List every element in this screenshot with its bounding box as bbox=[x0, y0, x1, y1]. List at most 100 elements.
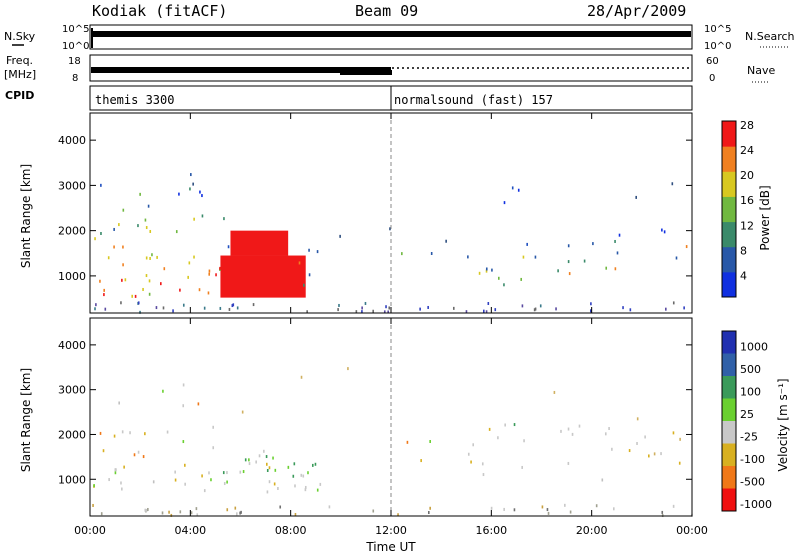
velocity-echo-mark bbox=[120, 481, 122, 485]
velocity-echo-mark bbox=[672, 504, 675, 508]
power-clutter-mark bbox=[483, 309, 485, 313]
velocity-echo-mark bbox=[611, 447, 613, 451]
power-clutter-mark bbox=[590, 302, 592, 306]
ytick-label: 2000 bbox=[58, 225, 86, 238]
power-echo-mark bbox=[160, 282, 162, 286]
power-echo-mark bbox=[671, 182, 674, 186]
power-clutter-mark bbox=[137, 301, 140, 305]
power-clutter-mark bbox=[683, 306, 685, 310]
power-echo-mark bbox=[148, 279, 151, 283]
power-echo-mark bbox=[187, 275, 189, 279]
velocity-echo-mark bbox=[571, 432, 574, 436]
velocity-heatmap bbox=[92, 367, 693, 518]
velocity-echo-mark bbox=[497, 436, 499, 440]
nave-tick-top: 60 bbox=[706, 56, 719, 67]
power-clutter-mark bbox=[155, 306, 158, 310]
velocity-echo-mark bbox=[170, 513, 173, 517]
velocity-echo-mark bbox=[121, 430, 124, 434]
nsky-tick-top: 10^5 bbox=[62, 24, 89, 35]
velocity-echo-mark bbox=[248, 458, 250, 462]
power-echo-mark bbox=[147, 204, 150, 208]
power-clutter-mark bbox=[555, 307, 557, 311]
velocity-echo-mark bbox=[93, 484, 95, 488]
power-echo-mark bbox=[156, 255, 158, 259]
power-clutter-mark bbox=[534, 307, 537, 311]
power-clutter-mark bbox=[104, 307, 107, 311]
power-echo-mark bbox=[635, 195, 637, 199]
power-clutter-mark bbox=[306, 310, 308, 314]
velocity-echo-mark bbox=[190, 511, 193, 515]
power-echo-mark bbox=[526, 242, 528, 246]
time-xlabel: Time UT bbox=[365, 540, 416, 554]
power-clutter-mark bbox=[355, 310, 358, 314]
velocity-echo-mark bbox=[114, 471, 117, 475]
power-echo-mark bbox=[389, 227, 391, 231]
power-colorbar-tick: 20 bbox=[740, 169, 754, 182]
velocity-echo-mark bbox=[197, 402, 200, 406]
power-echo-mark bbox=[616, 251, 619, 255]
velocity-echo-mark bbox=[100, 512, 103, 516]
ytick-label: 4000 bbox=[58, 339, 86, 352]
velocity-echo-mark bbox=[608, 427, 610, 431]
power-clutter-mark bbox=[361, 310, 363, 314]
velocity-echo-mark bbox=[212, 425, 214, 429]
colorbar-frame bbox=[721, 120, 737, 298]
power-echo-mark bbox=[142, 287, 144, 291]
power-echo-mark bbox=[149, 229, 152, 233]
ytick-label: 1000 bbox=[58, 473, 86, 486]
colorbar-swatch bbox=[722, 246, 736, 273]
power-ylabel: Slant Range [km] bbox=[19, 164, 33, 268]
velocity-echo-mark bbox=[179, 510, 182, 514]
power-echo-mark bbox=[316, 250, 319, 254]
power-echo-mark bbox=[163, 267, 166, 271]
power-heatmap bbox=[94, 173, 688, 314]
xtick-label: 16:00 bbox=[475, 524, 507, 537]
power-clutter-mark bbox=[172, 309, 174, 313]
power-echo-mark bbox=[124, 278, 127, 282]
velocity-echo-mark bbox=[319, 482, 322, 486]
power-echo-mark bbox=[557, 269, 559, 273]
velocity-echo-mark bbox=[182, 404, 185, 408]
power-echo-mark bbox=[522, 255, 525, 259]
velocity-colorbar-tick: -25 bbox=[740, 431, 758, 444]
velocity-echo-mark bbox=[521, 465, 523, 469]
velocity-colorbar-tick: -100 bbox=[740, 453, 765, 466]
velocity-echo-mark bbox=[628, 449, 631, 453]
freq-trace-dip bbox=[340, 70, 392, 75]
power-clutter-mark bbox=[485, 310, 488, 314]
power-clutter-mark bbox=[228, 307, 231, 311]
velocity-echo-mark bbox=[560, 429, 562, 433]
velocity-echo-mark bbox=[162, 389, 164, 393]
power-echo-mark bbox=[121, 278, 123, 282]
velocity-echo-mark bbox=[294, 512, 297, 516]
power-echo-mark bbox=[215, 273, 217, 277]
power-clutter-mark bbox=[361, 306, 363, 310]
ytick-label: 3000 bbox=[58, 384, 86, 397]
power-clutter-mark bbox=[232, 303, 235, 307]
velocity-echo-mark bbox=[547, 511, 550, 515]
velocity-echo-mark bbox=[102, 449, 105, 453]
power-echo-mark bbox=[178, 192, 180, 196]
power-echo-mark bbox=[188, 261, 191, 265]
power-echo-mark bbox=[103, 288, 105, 292]
velocity-echo-mark bbox=[168, 510, 170, 514]
velocity-echo-mark bbox=[300, 375, 303, 379]
power-clutter-mark bbox=[521, 304, 524, 308]
power-clutter-mark bbox=[338, 303, 340, 307]
velocity-echo-mark bbox=[406, 440, 409, 444]
nave-tick-bottom: 0 bbox=[709, 73, 715, 84]
velocity-echo-mark bbox=[196, 513, 199, 517]
velocity-echo-mark bbox=[314, 462, 317, 466]
velocity-echo-mark bbox=[644, 435, 646, 439]
colorbar-swatch bbox=[722, 271, 736, 298]
power-clutter-mark bbox=[95, 303, 97, 307]
colorbar-swatch bbox=[722, 121, 736, 147]
power-echo-mark bbox=[145, 226, 148, 230]
velocity-echo-mark bbox=[210, 478, 212, 482]
xtick-label: 04:00 bbox=[174, 524, 206, 537]
velocity-echo-mark bbox=[328, 505, 331, 509]
power-echo-mark bbox=[179, 288, 181, 292]
ytick-label: 2000 bbox=[58, 428, 86, 441]
power-echo-mark bbox=[503, 201, 506, 205]
velocity-echo-mark bbox=[234, 506, 237, 510]
